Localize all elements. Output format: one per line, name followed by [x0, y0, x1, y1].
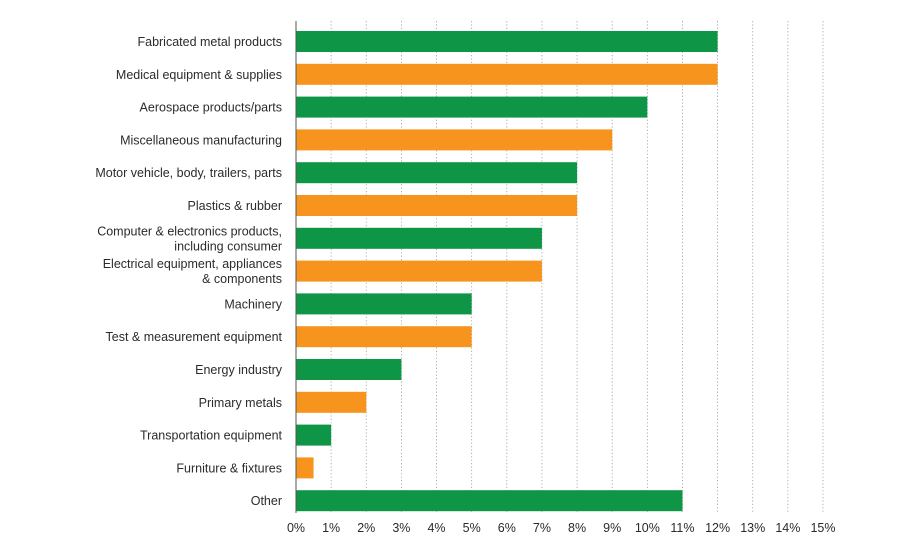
- category-label-line: including consumer: [174, 239, 282, 253]
- category-label-line: Aerospace products/parts: [140, 101, 282, 115]
- bar-14: [296, 457, 314, 479]
- category-label-9: Machinery: [224, 297, 282, 311]
- x-tick-label-13: 13%: [740, 521, 765, 535]
- x-tick-label-11: 11%: [670, 521, 694, 535]
- category-label-line: Computer & electronics products,: [97, 224, 282, 238]
- category-label-13: Transportation equipment: [140, 429, 283, 443]
- x-tick-label-15: 15%: [810, 521, 835, 535]
- x-tick-label-1: 1%: [322, 521, 340, 535]
- x-tick-label-2: 2%: [357, 521, 375, 535]
- category-label-10: Test & measurement equipment: [106, 330, 283, 344]
- x-tick-label-9: 9%: [603, 521, 621, 535]
- bar-15: [296, 490, 683, 512]
- x-tick-label-4: 4%: [427, 521, 445, 535]
- category-label-line: Electrical equipment, appliances: [103, 257, 282, 271]
- category-label-line: & components: [202, 272, 282, 286]
- bar-10: [296, 326, 472, 348]
- category-label-line: Motor vehicle, body, trailers, parts: [95, 166, 282, 180]
- bar-6: [296, 195, 578, 216]
- category-label-5: Motor vehicle, body, trailers, parts: [95, 166, 282, 180]
- category-label-2: Medical equipment & supplies: [116, 68, 282, 82]
- category-label-line: Other: [251, 494, 282, 508]
- category-label-line: Fabricated metal products: [137, 35, 282, 49]
- category-label-6: Plastics & rubber: [188, 199, 282, 213]
- category-label-layer: Fabricated metal products Medical equipme…: [95, 35, 282, 508]
- category-label-line: Machinery: [224, 297, 282, 311]
- category-label-15: Other: [251, 494, 282, 508]
- category-label-line: Primary metals: [199, 396, 282, 410]
- category-label-line: Test & measurement equipment: [106, 330, 283, 344]
- x-tick-label-3: 3%: [392, 521, 410, 535]
- category-label-7: Computer & electronics products, includin…: [97, 224, 282, 253]
- x-tick-label-6: 6%: [498, 521, 516, 535]
- category-label-line: Transportation equipment: [140, 429, 283, 443]
- x-tick-label-5: 5%: [463, 521, 481, 535]
- category-label-3: Aerospace products/parts: [140, 101, 282, 115]
- bar-8: [296, 260, 542, 282]
- bar-layer: [296, 31, 718, 512]
- category-label-line: Miscellaneous manufacturing: [120, 133, 282, 147]
- tick-label-layer: 0% 1% 2% 3% 4% 5% 6% 7% 8% 9% 10% 11% 12% 13% 14% 15%: [287, 521, 836, 535]
- category-label-line: Furniture & fixtures: [176, 461, 282, 475]
- category-label-line: Medical equipment & supplies: [116, 68, 282, 82]
- category-label-14: Furniture & fixtures: [176, 461, 282, 475]
- x-tick-label-0: 0%: [287, 521, 305, 535]
- bar-5: [296, 162, 578, 184]
- bar-9: [296, 293, 472, 315]
- category-label-11: Energy industry: [195, 363, 283, 377]
- bar-12: [296, 391, 367, 413]
- category-label-8: Electrical equipment, appliances & compon…: [103, 257, 282, 286]
- x-tick-label-10: 10%: [635, 521, 660, 535]
- category-label-line: Energy industry: [195, 363, 283, 377]
- bar-2: [296, 63, 718, 85]
- bar-1: [296, 31, 718, 52]
- bar-13: [296, 424, 332, 446]
- bar-11: [296, 359, 402, 380]
- x-tick-label-7: 7%: [533, 521, 551, 535]
- x-tick-label-14: 14%: [775, 521, 800, 535]
- bar-7: [296, 227, 542, 249]
- category-label-4: Miscellaneous manufacturing: [120, 133, 282, 147]
- x-tick-label-12: 12%: [705, 521, 730, 535]
- bar-3: [296, 96, 648, 118]
- bar-4: [296, 129, 613, 151]
- category-label-1: Fabricated metal products: [137, 35, 282, 49]
- category-label-line: Plastics & rubber: [188, 199, 282, 213]
- x-tick-label-8: 8%: [568, 521, 586, 535]
- category-label-12: Primary metals: [199, 396, 282, 410]
